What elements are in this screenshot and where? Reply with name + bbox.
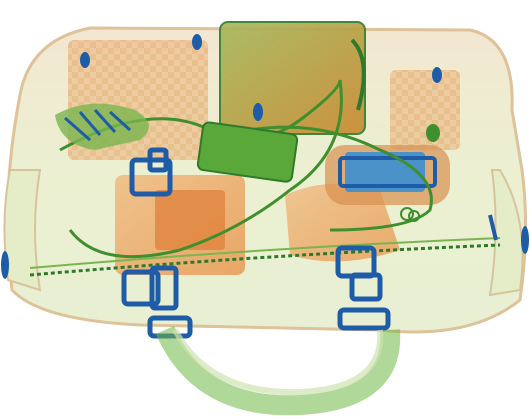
rivet [80,52,90,68]
charger [196,121,299,183]
pouch-flap [350,38,366,111]
device-frame [338,156,437,188]
coin [400,207,414,221]
strap-end-right [488,214,498,241]
rivet [192,34,202,50]
buckle-left-lower [121,265,179,311]
checkered-panel-right [390,70,460,150]
inner-box [155,190,225,250]
handle [155,325,401,416]
rivet [432,67,442,83]
central-pouch [219,21,366,135]
buckle-right-upper [335,245,383,302]
cable [59,79,343,259]
rivet [1,251,9,279]
buckle-upper [129,147,173,197]
rivet [426,124,440,142]
cable-2 [209,125,433,232]
rivet [521,226,529,254]
bag-right-side [488,169,524,297]
buckle-right-lower [337,307,391,331]
metal-cluster-left [55,103,149,150]
bag-left-side [3,169,42,292]
pouch-zip-pull [253,103,263,121]
zipper [29,243,501,277]
